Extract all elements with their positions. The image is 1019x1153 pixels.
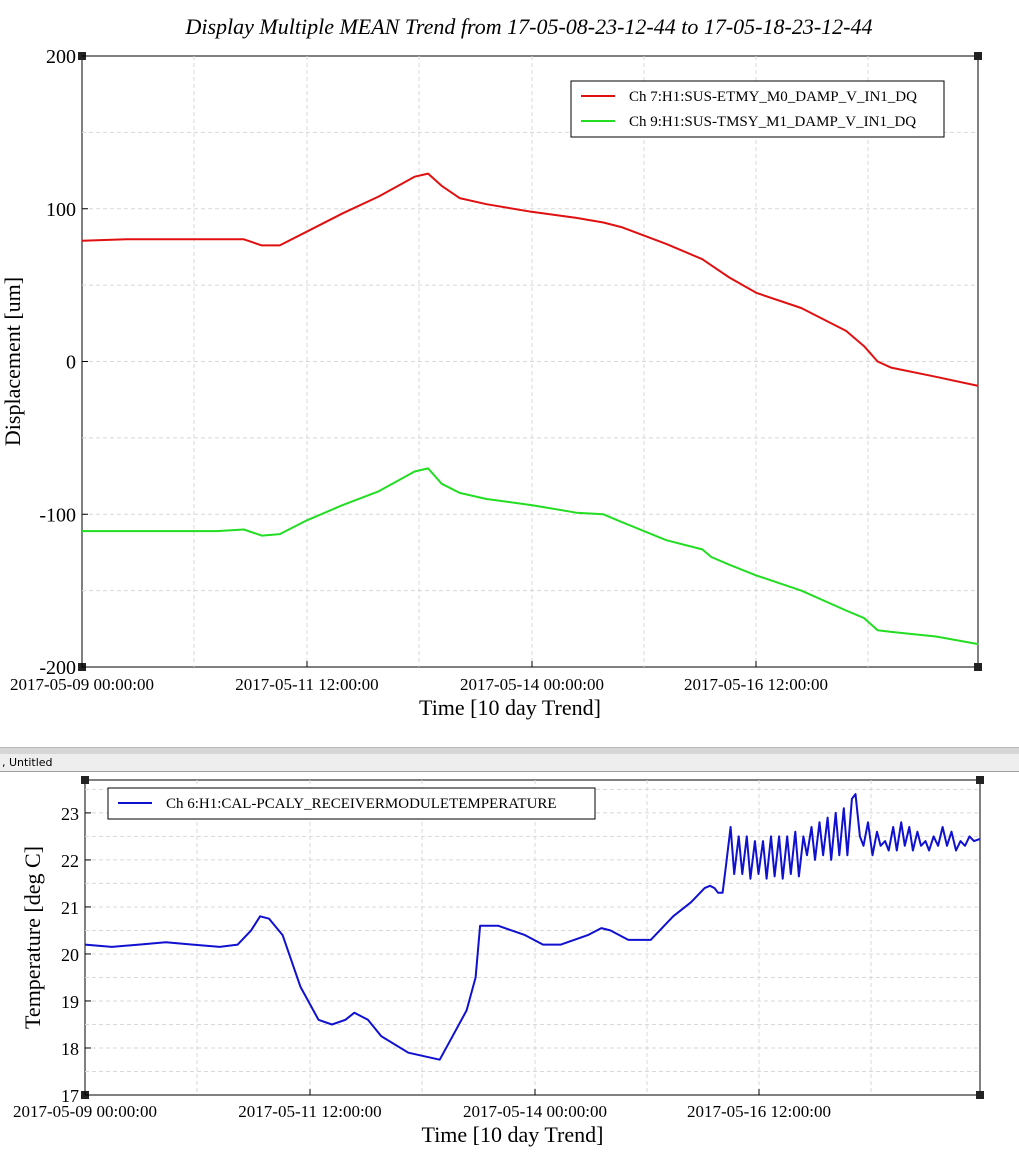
y-tick-label: 18 (61, 1039, 79, 1059)
legend-label: Ch 7:H1:SUS-ETMY_M0_DAMP_V_IN1_DQ (629, 89, 917, 105)
y-tick-label: 23 (61, 804, 79, 824)
y-tick-label: 100 (46, 199, 76, 221)
y-tick-label: 20 (61, 945, 79, 965)
x-tick-label: 2017-05-09 00:00:00 (13, 1102, 157, 1121)
y-tick-label: 21 (61, 898, 79, 918)
trend-plot-panel-top: -200 -100 0 100 200 2017-05-09 00:00:00 2017-0… (0, 14, 982, 720)
tab-untitled[interactable]: , Untitled (0, 754, 1019, 772)
y-tick-label: 200 (46, 46, 76, 68)
x-axis-label: Time [10 day Trend] (422, 1122, 604, 1147)
legend-label: Ch 6:H1:CAL-PCALY_RECEIVERMODULETEMPERAT… (166, 796, 557, 812)
y-tick-label: 0 (66, 352, 76, 374)
x-tick-label: 2017-05-09 00:00:00 (10, 675, 154, 694)
trend-plot-panel-bottom: 17 18 19 20 21 22 23 2017-05-09 00:00:00 2017-05… (0, 772, 1019, 1153)
corner-handle-top-right (976, 776, 984, 784)
y-tick-label: 22 (61, 851, 79, 871)
series-line-1 (82, 467, 979, 646)
tab-label: , Untitled (2, 756, 53, 769)
pane-splitter[interactable] (0, 747, 1019, 754)
x-tick-label: 2017-05-14 00:00:00 (460, 675, 604, 694)
y-tick-label: -200 (39, 657, 76, 679)
corner-handle-bottom-right (976, 1091, 984, 1099)
legend-box (570, 80, 945, 138)
x-tick-label: 2017-05-16 12:00:00 (687, 1102, 831, 1121)
series-line-0 (81, 172, 979, 387)
series-line-0 (84, 793, 981, 1061)
temperature-chart: 17 18 19 20 21 22 23 2017-05-09 00:00:00 2017-05… (13, 776, 984, 1147)
x-axis-label: Time [10 day Trend] (419, 695, 601, 720)
x-tick-label: 2017-05-11 12:00:00 (238, 1102, 381, 1121)
x-tick-label: 2017-05-14 00:00:00 (463, 1102, 607, 1121)
y-axis-label: Temperature [deg C] (20, 846, 45, 1029)
y-tick-label: 19 (61, 992, 79, 1012)
x-tick-label: 2017-05-11 12:00:00 (235, 675, 378, 694)
chart-title: Display Multiple MEAN Trend from 17-05-0… (184, 14, 872, 39)
plot-area (84, 779, 981, 1096)
legend-box (107, 787, 596, 820)
corner-handle-bottom-right (974, 663, 982, 671)
y-tick-label: 17 (61, 1086, 79, 1106)
x-tick-label: 2017-05-16 12:00:00 (684, 675, 828, 694)
y-axis-label: Displacement [um] (0, 277, 25, 446)
legend-label: Ch 9:H1:SUS-TMSY_M1_DAMP_V_IN1_DQ (629, 114, 916, 130)
corner-handle-top-right (974, 52, 982, 60)
y-tick-label: -100 (39, 504, 76, 526)
corner-handle-top-left (81, 776, 89, 784)
displacement-chart: -200 -100 0 100 200 2017-05-09 00:00:00 2017-0… (0, 14, 982, 720)
